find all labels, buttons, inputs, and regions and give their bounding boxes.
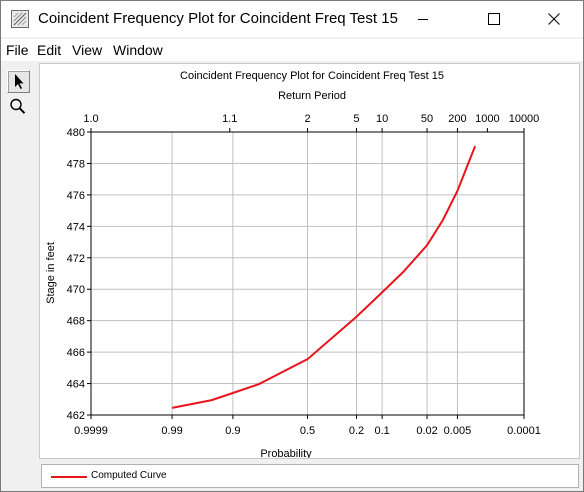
zoom-tool-button[interactable] bbox=[7, 96, 30, 119]
return-period-tick-label: 50 bbox=[421, 113, 433, 125]
chart-app-icon bbox=[11, 10, 29, 28]
y-tick-label: 474 bbox=[67, 221, 85, 233]
probability-tick-label: 0.005 bbox=[444, 425, 472, 437]
computed-curve-legend-swatch bbox=[51, 476, 87, 478]
computed-curve-legend-label: Computed Curve bbox=[91, 470, 167, 481]
y-tick-label: 470 bbox=[67, 284, 85, 296]
probability-tick-label: 0.9999 bbox=[74, 425, 108, 437]
y-tick-label: 462 bbox=[67, 410, 85, 422]
return-period-tick-label: 10 bbox=[376, 113, 388, 125]
return-period-tick-label: 200 bbox=[448, 113, 466, 125]
tool-palette bbox=[5, 67, 33, 487]
menu-file[interactable]: File bbox=[6, 42, 29, 58]
close-button[interactable] bbox=[531, 1, 577, 37]
axis-ticks bbox=[87, 128, 525, 419]
minimize-button[interactable] bbox=[400, 1, 446, 37]
minimize-icon bbox=[418, 19, 428, 20]
probability-tick-label: 0.0001 bbox=[507, 425, 541, 437]
legend-panel: Computed Curve bbox=[41, 464, 579, 488]
maximize-icon bbox=[488, 13, 500, 25]
probability-tick-label: 0.99 bbox=[161, 425, 182, 437]
frequency-chart: Coincident Frequency Plot for Coincident… bbox=[45, 70, 541, 460]
maximize-button[interactable] bbox=[471, 1, 517, 37]
return-period-axis-label: Return Period bbox=[278, 90, 346, 102]
return-period-tick-label: 5 bbox=[353, 113, 359, 125]
y-tick-label: 472 bbox=[67, 253, 85, 265]
menu-window[interactable]: Window bbox=[113, 42, 163, 58]
y-tick-label: 464 bbox=[67, 379, 85, 391]
probability-axis-label: Probability bbox=[260, 448, 312, 458]
probability-tick-label: 0.9 bbox=[225, 425, 240, 437]
probability-tick-label: 0.5 bbox=[300, 425, 315, 437]
y-tick-label: 476 bbox=[67, 190, 85, 202]
return-period-tick-label: 1.1 bbox=[222, 113, 237, 125]
pointer-arrow-icon bbox=[15, 74, 24, 89]
tick-labels: 462 464 466 468 470 472 474 476 478 480 0.9999 0.99… bbox=[67, 113, 541, 437]
zoom-magnifier-icon bbox=[10, 98, 26, 114]
return-period-tick-label: 1000 bbox=[475, 113, 499, 125]
return-period-tick-label: 10000 bbox=[509, 113, 540, 125]
menu-edit[interactable]: Edit bbox=[37, 42, 62, 58]
y-tick-label: 466 bbox=[67, 347, 85, 359]
probability-tick-label: 0.1 bbox=[374, 425, 389, 437]
title-bar[interactable]: Coincident Frequency Plot for Coincident… bbox=[1, 1, 583, 37]
y-tick-label: 478 bbox=[67, 158, 85, 170]
y-tick-label: 468 bbox=[67, 316, 85, 328]
pointer-tool-button[interactable] bbox=[7, 70, 30, 93]
chart-title: Coincident Frequency Plot for Coincident… bbox=[180, 70, 444, 82]
menu-view[interactable]: View bbox=[72, 42, 103, 58]
probability-tick-label: 0.2 bbox=[349, 425, 364, 437]
close-icon bbox=[548, 13, 560, 25]
y-tick-label: 480 bbox=[67, 127, 85, 139]
plot-panel: Coincident Frequency Plot for Coincident… bbox=[39, 63, 580, 460]
grid-lines bbox=[91, 132, 524, 415]
window-title: Coincident Frequency Plot for Coincident… bbox=[38, 10, 398, 27]
probability-tick-label: 0.02 bbox=[416, 425, 437, 437]
return-period-tick-label: 2 bbox=[304, 113, 310, 125]
computed-curve-line bbox=[171, 145, 477, 409]
menu-bar: File Edit View Window bbox=[1, 39, 583, 61]
return-period-tick-label: 1.0 bbox=[83, 113, 98, 125]
stage-axis-label: Stage in feet bbox=[45, 242, 57, 304]
